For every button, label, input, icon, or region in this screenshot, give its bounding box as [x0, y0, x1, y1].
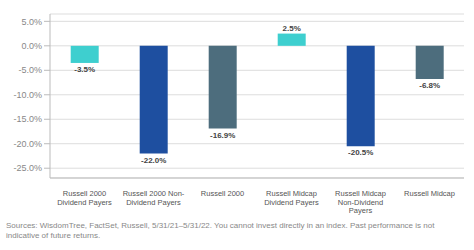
svg-text:-10.0%: -10.0% — [13, 90, 42, 100]
svg-text:-6.8%: -6.8% — [419, 81, 440, 90]
svg-text:-16.9%: -16.9% — [210, 131, 235, 140]
svg-text:Russell MidcapNon-DividendPaye: Russell MidcapNon-DividendPayers — [335, 189, 386, 215]
svg-text:-15.0%: -15.0% — [13, 114, 42, 124]
svg-text:Russell 2000Dividend Payers: Russell 2000Dividend Payers — [57, 189, 112, 207]
svg-text:Russell 2000 Non-Dividend Paye: Russell 2000 Non-Dividend Payers — [123, 189, 185, 207]
svg-text:-22.0%: -22.0% — [141, 156, 166, 165]
svg-text:5.0%: 5.0% — [21, 17, 42, 27]
svg-text:-5.0%: -5.0% — [18, 65, 42, 75]
svg-text:Russell MidcapDividend Payers: Russell MidcapDividend Payers — [264, 189, 319, 207]
svg-text:Russell Midcap: Russell Midcap — [404, 189, 455, 198]
svg-text:Russell 2000: Russell 2000 — [201, 189, 244, 198]
svg-text:-20.0%: -20.0% — [13, 139, 42, 149]
svg-text:-25.0%: -25.0% — [13, 163, 42, 173]
svg-text:-3.5%: -3.5% — [74, 65, 95, 74]
svg-text:0.0%: 0.0% — [21, 41, 42, 51]
svg-text:2.5%: 2.5% — [283, 24, 301, 33]
svg-text:-20.5%: -20.5% — [348, 148, 373, 157]
html-text:Sources: WisdomTree, FactSet,: Sources: WisdomTree, FactSet, Russell, 5… — [6, 221, 435, 240]
